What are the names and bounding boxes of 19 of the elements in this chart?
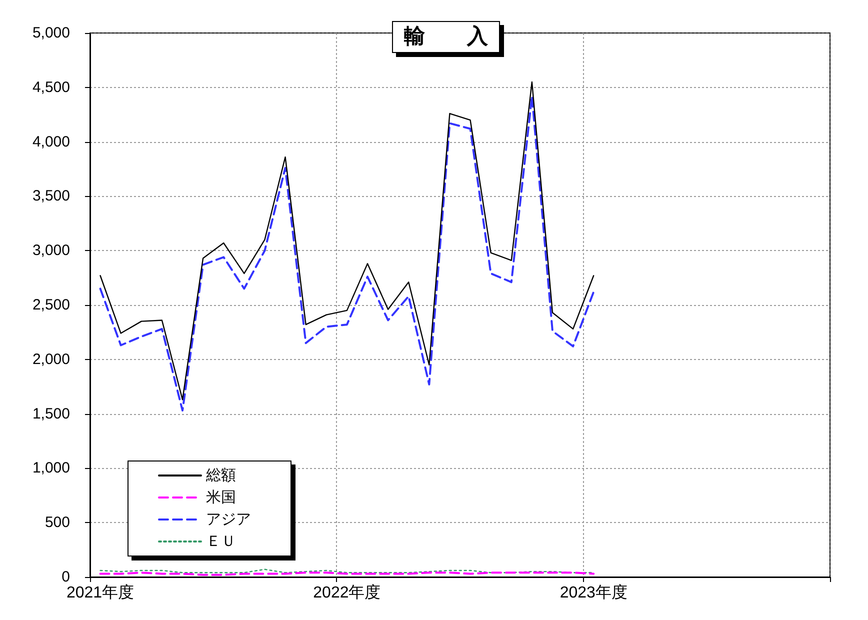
- x-tick-label: 2023年度: [560, 584, 628, 602]
- y-tick-label: 2,500: [32, 296, 70, 314]
- legend-label: アジア: [206, 511, 251, 528]
- y-tick-label: 5,000: [32, 24, 70, 42]
- y-tick-label: 2,000: [32, 350, 70, 368]
- legend-label: 総額: [205, 467, 236, 484]
- y-tick-label: 4,000: [32, 133, 70, 150]
- y-tick-label: 4,500: [32, 78, 70, 96]
- legend-label: ＥＵ: [206, 533, 236, 550]
- chart-title: 輸 入: [403, 25, 489, 48]
- x-tick-label: 2022年度: [313, 584, 381, 602]
- y-tick-label: 500: [44, 514, 70, 532]
- y-tick-label: 1,500: [32, 405, 70, 422]
- y-tick-label: 0: [62, 568, 70, 586]
- y-tick-label: 1,000: [32, 460, 70, 477]
- x-tick-label: 2021年度: [66, 584, 134, 602]
- legend-label: 米国: [206, 489, 236, 506]
- y-tick-label: 3,500: [32, 188, 70, 205]
- y-tick-label: 3,000: [32, 242, 70, 260]
